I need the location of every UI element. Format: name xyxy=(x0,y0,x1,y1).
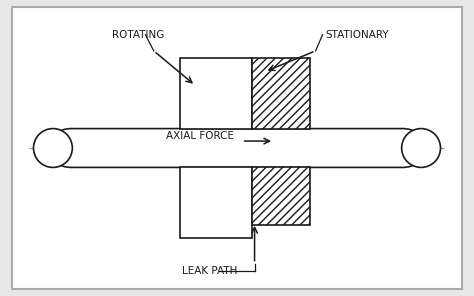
Circle shape xyxy=(401,128,440,168)
Circle shape xyxy=(34,128,73,168)
Bar xyxy=(180,168,252,238)
Text: LEAK PATH: LEAK PATH xyxy=(182,266,237,276)
Bar xyxy=(252,168,310,225)
Bar xyxy=(252,58,310,128)
Text: ROTATING: ROTATING xyxy=(112,30,164,40)
Text: AXIAL FORCE: AXIAL FORCE xyxy=(166,131,234,141)
Text: STATIONARY: STATIONARY xyxy=(325,30,389,40)
Bar xyxy=(180,58,252,128)
FancyBboxPatch shape xyxy=(52,128,422,168)
